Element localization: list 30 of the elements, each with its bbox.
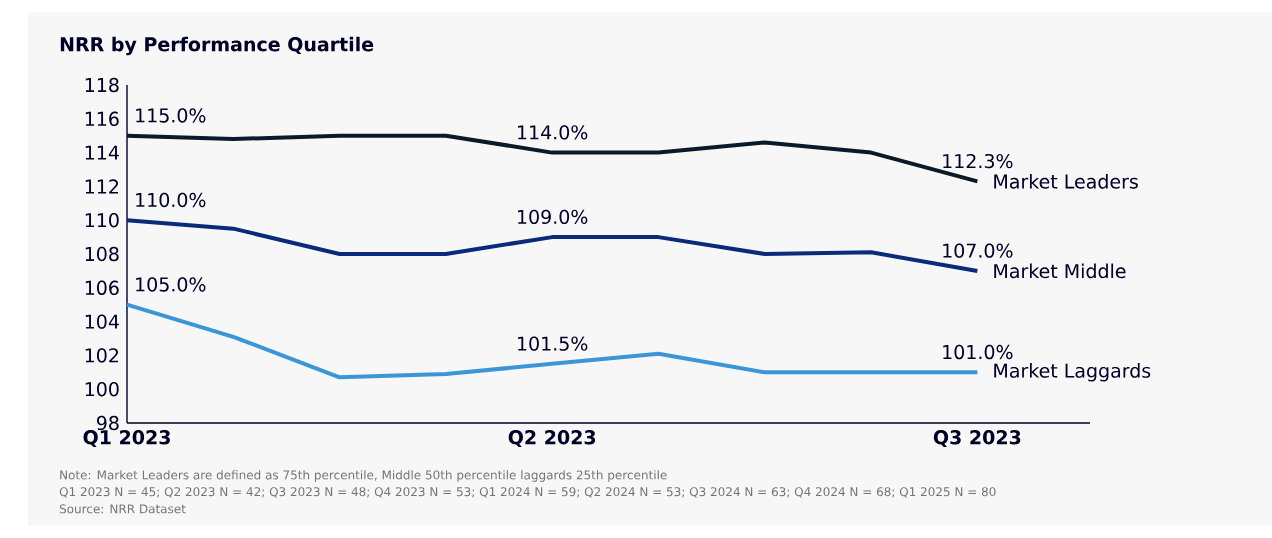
y-tick-label: 114 (85, 145, 119, 160)
y-tick-label: 118 (85, 77, 119, 93)
y-tick-label: 112 (85, 179, 119, 194)
data-label: 101.5% (518, 336, 588, 351)
y-tick-label: 110 (85, 213, 119, 228)
y-tick-label: 102 (85, 348, 119, 363)
series-label: Market Middle (994, 263, 1126, 279)
data-label: 101.0% (943, 344, 1013, 360)
data-label: 115.0% (136, 108, 206, 123)
y-tick-label: 116 (85, 111, 119, 127)
y-tick-label: 106 (85, 280, 119, 295)
series-label: Market Leaders (994, 173, 1138, 189)
text: Q1 2023 N = 45; Q2 2023 N = 42; Q3 2023 N = 48; Q4 2023 N = 53; Q1 2024 N = 59; Q2 2024 N = 53; Q3 2024 N = 63; Q4 2024 N = 68; Q1 2025 N = 80 (59, 487, 996, 498)
y-tick-label: 100 (85, 382, 119, 397)
data-label: 110.0% (136, 192, 206, 208)
data-label: 105.0% (136, 277, 206, 292)
data-label: 114.0% (518, 125, 588, 140)
series-label: Market Laggards (994, 363, 1151, 382)
y-tick-label: 98 (96, 415, 119, 431)
y-tick-label: 108 (85, 246, 119, 262)
text: Note: Market Leaders are defined as 75th percentile, Middle 50th percentile laggards 25th percentile (60, 470, 667, 482)
x-tick-label: Q1 2023 (83, 430, 170, 447)
y-tick-label: 104 (85, 314, 119, 329)
data-label: 109.0% (518, 209, 588, 225)
data-label: 112.3% (943, 153, 1013, 169)
data-label: 107.0% (943, 243, 1013, 258)
x-tick-label: Q2 2023 (508, 430, 596, 447)
chart-title: NRR by Performance Quartile (60, 36, 374, 56)
x-tick-label: Q3 2023 (933, 430, 1021, 447)
source-note: Source: NRR Dataset (59, 504, 186, 514)
